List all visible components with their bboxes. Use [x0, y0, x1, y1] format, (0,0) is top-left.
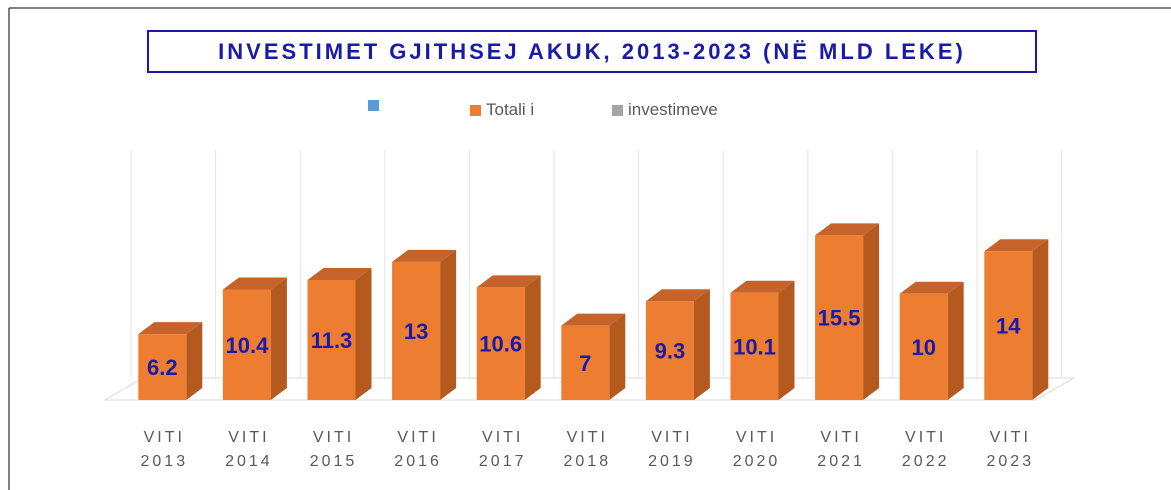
x-tick-label: VITI 2018 — [563, 429, 612, 470]
bar-side — [609, 313, 626, 400]
bar-top — [899, 281, 964, 294]
data-label: 10.4 — [225, 333, 269, 358]
bar-side — [863, 223, 880, 400]
bar — [392, 261, 441, 400]
legend-item — [368, 100, 384, 111]
bar-side — [693, 289, 710, 400]
bar-top — [222, 277, 287, 290]
x-tick-label: VITI 2019 — [648, 429, 696, 470]
data-label: 10 — [911, 335, 935, 360]
bar-top — [730, 280, 795, 293]
bar-top — [561, 313, 626, 326]
legend-swatch — [368, 100, 379, 111]
bar-side — [778, 280, 795, 400]
bar-top — [645, 289, 710, 302]
legend-swatch — [470, 104, 481, 116]
data-label: 11.3 — [311, 328, 353, 353]
data-label: 9.3 — [655, 339, 686, 364]
bar-side — [270, 277, 287, 400]
x-tick-label: VITI 2017 — [478, 429, 527, 470]
data-label: 15.5 — [818, 306, 861, 331]
legend-item: Totali i — [470, 100, 534, 120]
bar-side — [186, 322, 203, 400]
x-tick-label: VITI 2023 — [986, 429, 1035, 470]
floor — [103, 377, 1076, 401]
bar — [815, 235, 864, 400]
bar-side — [440, 249, 457, 400]
bar-top — [307, 267, 372, 280]
x-tick-label: VITI 2014 — [225, 429, 273, 470]
bar-top — [392, 249, 457, 262]
bar-top — [476, 275, 541, 288]
bar — [645, 301, 694, 400]
bar — [476, 287, 525, 400]
bar — [307, 279, 356, 400]
bar-side — [524, 275, 541, 400]
data-label: 13 — [404, 319, 428, 344]
bar — [222, 289, 271, 400]
bar-top — [138, 322, 203, 335]
x-tick-label: VITI 2016 — [394, 429, 442, 470]
x-tick-label: VITI 2020 — [732, 429, 781, 470]
x-tick-label: VITI 2013 — [140, 429, 189, 470]
bar-side — [355, 267, 372, 400]
x-tick-label: VITI 2022 — [901, 429, 950, 470]
data-label: 14 — [996, 314, 1021, 339]
legend-label: Totali i — [486, 100, 535, 119]
data-label: 10.1 — [733, 334, 776, 359]
data-label: 10.6 — [479, 332, 522, 357]
chart-title: INVESTIMET GJITHSEJ AKUK, 2013-2023 (NË … — [147, 30, 1037, 73]
x-tick-label: VITI 2021 — [817, 429, 865, 470]
legend-swatch — [612, 104, 623, 116]
bar-side — [1032, 239, 1049, 400]
bar — [561, 325, 610, 400]
legend-label: investimeve — [628, 100, 718, 119]
bar — [899, 293, 948, 400]
bar — [730, 292, 779, 400]
data-label: 7 — [579, 351, 591, 376]
bar — [138, 334, 187, 400]
bar — [984, 251, 1033, 400]
bar-side — [947, 281, 964, 400]
bar-top — [815, 223, 880, 236]
data-label: 6.2 — [147, 355, 178, 380]
legend-item: investimeve — [612, 100, 718, 120]
bar-top — [984, 239, 1049, 252]
x-tick-label: VITI 2015 — [309, 429, 358, 470]
